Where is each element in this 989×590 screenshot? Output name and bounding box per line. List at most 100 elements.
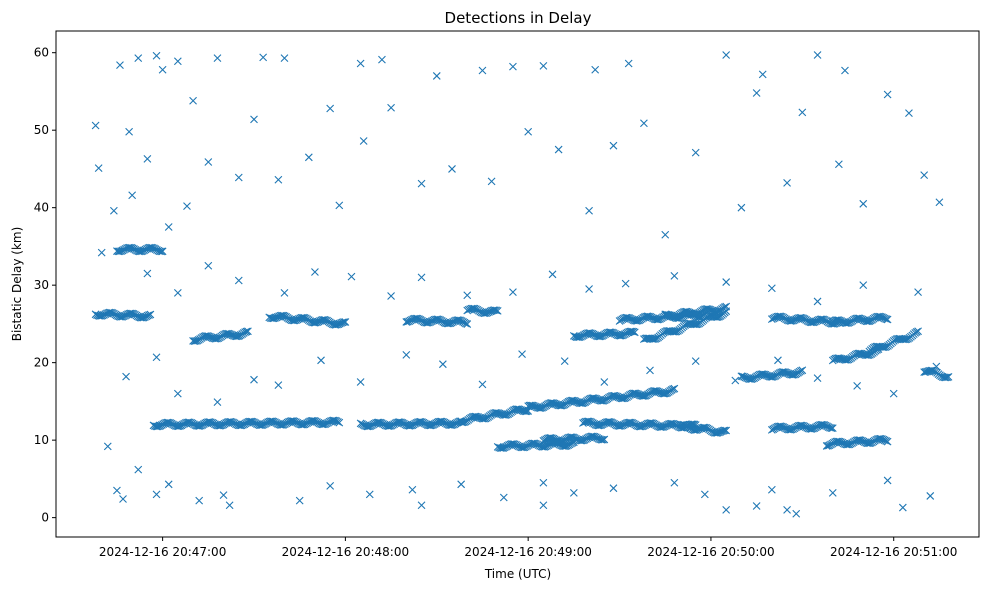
data-point — [152, 51, 161, 60]
data-point — [97, 248, 106, 257]
data-point — [822, 442, 831, 450]
data-point — [213, 54, 222, 63]
data-point — [173, 289, 182, 297]
data-point — [624, 313, 632, 322]
data-point — [600, 378, 609, 386]
data-point — [857, 349, 866, 358]
data-point — [661, 230, 670, 239]
data-point — [374, 418, 383, 427]
data-point — [722, 302, 731, 311]
data-point — [155, 247, 164, 256]
data-point — [299, 420, 307, 429]
data-point — [461, 319, 470, 328]
data-point — [509, 288, 517, 297]
data-point — [621, 279, 630, 288]
data-point — [134, 54, 143, 63]
data-point — [827, 424, 836, 432]
data-point — [469, 304, 477, 313]
data-point — [631, 389, 640, 398]
data-point — [859, 281, 868, 290]
y-axis-label: Bistatic Delay (km) — [10, 227, 24, 342]
data-point — [295, 496, 304, 505]
data-point — [554, 145, 563, 154]
data-point — [645, 312, 653, 321]
data-point — [797, 421, 806, 430]
data-point — [826, 423, 834, 432]
data-point — [640, 119, 648, 128]
data-point — [480, 309, 489, 318]
data-point — [356, 59, 365, 68]
data-point — [329, 416, 338, 425]
data-point — [692, 426, 701, 434]
data-point — [189, 96, 197, 105]
chart-title: Detections in Delay — [445, 9, 592, 27]
data-point — [926, 492, 935, 500]
data-point — [119, 495, 127, 503]
data-point — [548, 270, 557, 279]
data-point — [402, 318, 411, 326]
data-point — [365, 490, 374, 499]
data-point — [856, 349, 864, 358]
data-point — [539, 501, 548, 510]
data-point — [828, 488, 837, 497]
data-point — [347, 272, 356, 281]
data-point — [152, 490, 161, 499]
data-point — [834, 160, 843, 169]
data-point — [927, 366, 936, 375]
data-point — [204, 158, 213, 166]
data-point — [417, 273, 426, 282]
data-point — [844, 440, 852, 449]
data-point — [722, 278, 731, 286]
data-point — [471, 412, 480, 421]
data-point — [752, 89, 761, 97]
data-point — [875, 312, 884, 321]
data-point — [138, 313, 146, 322]
data-point — [670, 271, 679, 280]
data-point — [326, 481, 335, 490]
data-point — [546, 434, 555, 442]
data-point — [234, 276, 243, 285]
data-point — [783, 178, 791, 187]
data-point — [454, 316, 463, 324]
data-point — [652, 387, 661, 395]
data-point — [883, 90, 892, 99]
data-point — [569, 488, 578, 497]
data-point — [241, 328, 249, 337]
data-point — [629, 327, 638, 336]
data-point — [722, 426, 731, 435]
data-point — [669, 385, 677, 394]
data-point — [143, 154, 152, 163]
data-point — [250, 375, 258, 384]
data-point — [125, 127, 133, 136]
data-point — [378, 55, 386, 64]
data-point — [259, 53, 268, 62]
data-point — [599, 435, 607, 444]
data-point — [317, 356, 325, 365]
data-point — [417, 501, 426, 510]
data-point — [813, 374, 822, 383]
data-point — [768, 373, 777, 381]
data-point — [889, 389, 898, 398]
data-point — [213, 398, 222, 407]
data-point — [487, 177, 496, 186]
data-point — [679, 420, 688, 429]
data-point — [304, 153, 313, 162]
data-point — [595, 332, 604, 341]
data-point — [299, 313, 307, 322]
data-point — [308, 416, 317, 425]
data-point — [920, 171, 929, 180]
data-point — [731, 376, 740, 385]
data-point — [653, 315, 662, 324]
data-point — [609, 484, 618, 493]
data-point — [280, 289, 289, 297]
data-point — [669, 313, 678, 321]
y-tick-label: 20 — [34, 356, 49, 370]
data-point — [905, 109, 913, 118]
data-point — [600, 435, 609, 444]
data-point — [274, 381, 283, 390]
data-point — [331, 320, 340, 329]
data-point — [183, 202, 191, 211]
data-point — [752, 502, 761, 510]
data-point — [143, 269, 152, 278]
data-point — [574, 333, 582, 342]
